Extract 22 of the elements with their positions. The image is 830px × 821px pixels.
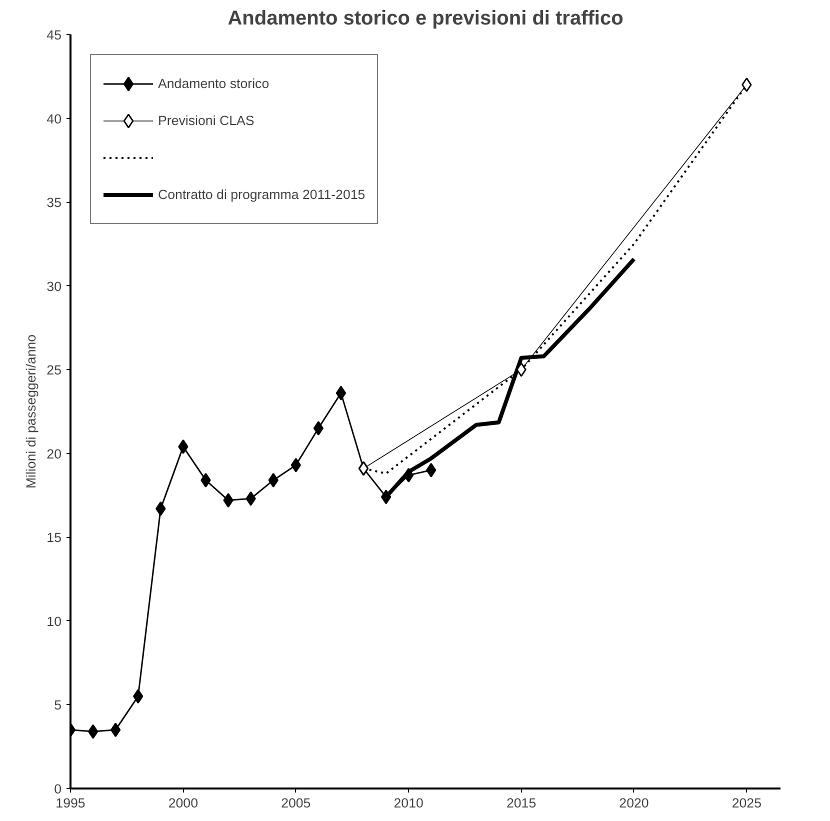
x-tick-label: 2010 [394, 796, 424, 810]
chart-title: Andamento storico e previsioni di traffico [228, 8, 624, 30]
x-tick-label: 2025 [732, 796, 762, 810]
y-tick-label: 20 [46, 446, 62, 462]
y-tick-label: 40 [46, 111, 62, 126]
y-tick-label: 0 [54, 782, 62, 796]
y-tick-label: 35 [46, 195, 62, 210]
x-tick-label: 2015 [506, 796, 536, 810]
y-axis-title: Milioni di passeggeri/anno [24, 334, 39, 489]
legend-label: Andamento storico [158, 76, 270, 91]
y-tick-label: 30 [46, 278, 62, 294]
legend-label: Previsioni CLAS [158, 113, 254, 128]
y-tick-label: 5 [54, 698, 62, 713]
x-tick-label: 1995 [56, 796, 86, 810]
x-tick-label: 2005 [281, 796, 311, 810]
y-tick-label: 45 [46, 28, 62, 42]
y-tick-label: 15 [46, 530, 62, 546]
x-tick-label: 2020 [619, 796, 649, 810]
x-tick-label: 2000 [168, 796, 198, 810]
y-tick-label: 10 [46, 614, 62, 629]
y-tick-label: 25 [46, 362, 62, 378]
legend-label: Contratto di programma 2011-2015 [158, 187, 366, 202]
